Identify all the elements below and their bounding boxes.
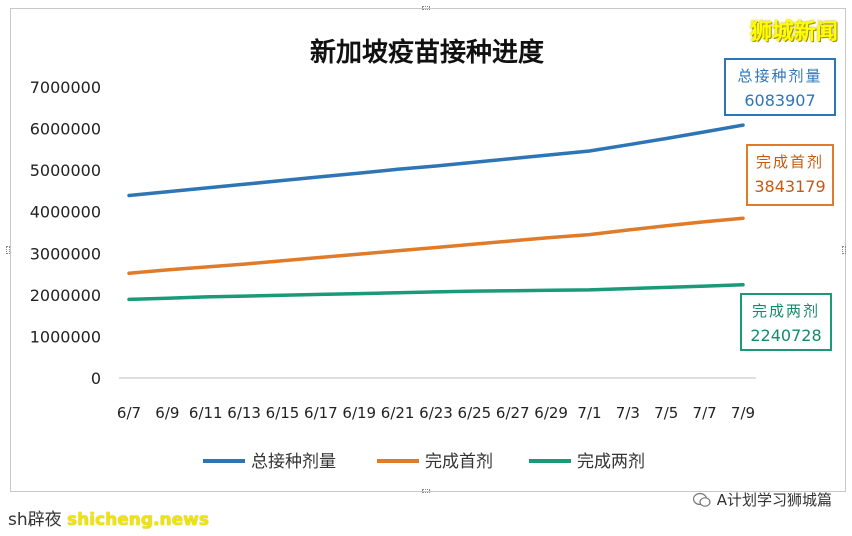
callout-first-value: 3843179 <box>754 177 826 196</box>
wechat-account-name: A计划学习狮城篇 <box>716 491 832 509</box>
x-tick-label: 7/1 <box>577 404 601 422</box>
callout-two-value: 2240728 <box>750 326 822 345</box>
callout-first-label: 完成首剂 <box>755 153 824 171</box>
x-tick-label: 6/17 <box>304 404 338 422</box>
resize-handle-top[interactable] <box>422 6 430 10</box>
x-tick-label: 6/27 <box>496 404 530 422</box>
callout-total-doses: 总接种剂量 6083907 <box>724 58 836 116</box>
x-axis-ticks: 6/7 6/9 6/11 6/13 6/15 6/17 6/19 6/21 6/23 6/25 6/… <box>117 404 755 422</box>
footer-mid: 辟夜 <box>27 510 62 530</box>
x-tick-label: 6/25 <box>458 404 492 422</box>
y-tick-label: 4000000 <box>30 203 101 222</box>
chart-title: 新加坡疫苗接种进度 <box>310 37 544 68</box>
x-tick-label: 6/29 <box>534 404 568 422</box>
series-line <box>127 216 745 275</box>
brand-logo-text: 狮城新闻 <box>749 20 838 45</box>
y-tick-label: 0 <box>91 369 101 388</box>
wechat-account: A计划学习狮城篇 <box>692 489 832 510</box>
x-tick-label: 6/21 <box>381 404 415 422</box>
series-lines <box>127 123 745 302</box>
chart-frame: 新加坡疫苗接种进度 0 1000000 2000000 3000000 4000000 5… <box>10 8 846 492</box>
line-chart: 新加坡疫苗接种进度 0 1000000 2000000 3000000 4000000 5… <box>30 37 756 472</box>
chart-legend: 总接种剂量 完成首剂 完成两剂 <box>203 452 645 472</box>
y-tick-label: 2000000 <box>30 286 101 305</box>
x-tick-label: 7/9 <box>731 404 755 422</box>
x-tick-label: 6/13 <box>227 404 261 422</box>
y-tick-label: 1000000 <box>30 327 101 346</box>
x-tick-label: 6/15 <box>266 404 300 422</box>
resize-handle-bottom[interactable] <box>422 489 430 493</box>
callout-total-label: 总接种剂量 <box>737 67 823 85</box>
x-tick-label: 6/9 <box>155 404 179 422</box>
callout-two-doses: 完成两剂 2240728 <box>740 293 832 351</box>
resize-handle-left[interactable] <box>6 246 10 254</box>
resize-handle-right[interactable] <box>842 246 846 254</box>
series-line <box>127 123 745 198</box>
x-tick-label: 6/11 <box>189 404 223 422</box>
legend-label: 总接种剂量 <box>251 452 336 472</box>
callout-two-label: 完成两剂 <box>751 302 820 320</box>
callout-first-dose: 完成首剂 3843179 <box>746 144 834 206</box>
footer-prefix: sh <box>8 510 28 530</box>
callout-total-value: 6083907 <box>744 91 816 110</box>
y-tick-label: 7000000 <box>30 78 101 97</box>
y-tick-label: 3000000 <box>30 244 101 263</box>
x-tick-label: 7/3 <box>616 404 640 422</box>
x-tick-label: 6/7 <box>117 404 141 422</box>
x-tick-label: 6/19 <box>342 404 376 422</box>
y-tick-label: 5000000 <box>30 161 101 180</box>
legend-label: 完成首剂 <box>425 452 493 472</box>
y-tick-label: 6000000 <box>30 120 101 139</box>
x-tick-label: 7/5 <box>654 404 678 422</box>
series-line <box>127 283 745 302</box>
y-axis-ticks: 0 1000000 2000000 3000000 4000000 5000000 6000… <box>30 78 101 388</box>
legend-label: 完成两剂 <box>577 452 645 472</box>
x-tick-label: 7/7 <box>693 404 717 422</box>
footer-watermark: shicheng.news <box>67 510 209 530</box>
footer-caption: sh辟夜 shicheng.news <box>8 505 209 530</box>
x-tick-label: 6/23 <box>419 404 453 422</box>
wechat-icon <box>692 492 711 507</box>
